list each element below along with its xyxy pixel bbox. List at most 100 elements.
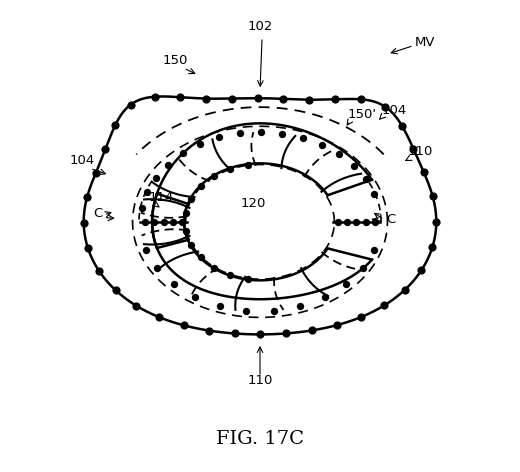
- Point: [352, 218, 360, 226]
- Point: [409, 145, 418, 152]
- Point: [236, 129, 244, 137]
- Point: [242, 307, 251, 315]
- Point: [170, 281, 178, 288]
- Point: [210, 264, 218, 271]
- Point: [196, 140, 204, 148]
- Point: [142, 188, 151, 196]
- Point: [278, 130, 287, 137]
- Point: [428, 193, 437, 200]
- Point: [160, 218, 168, 226]
- Point: [210, 172, 218, 180]
- Point: [141, 218, 149, 226]
- Point: [305, 96, 313, 103]
- Point: [428, 243, 437, 251]
- Point: [299, 134, 307, 142]
- Point: [334, 218, 342, 226]
- Point: [228, 95, 236, 102]
- Point: [253, 94, 262, 102]
- Text: MV: MV: [415, 35, 436, 49]
- Point: [269, 307, 278, 315]
- Point: [296, 303, 304, 310]
- Point: [92, 169, 100, 177]
- Point: [361, 176, 370, 183]
- Point: [111, 121, 120, 129]
- Point: [150, 218, 159, 226]
- Point: [205, 327, 213, 334]
- Point: [126, 101, 135, 109]
- Point: [83, 194, 91, 201]
- Point: [226, 271, 235, 279]
- Point: [197, 183, 205, 190]
- Point: [84, 244, 92, 252]
- Point: [331, 96, 339, 103]
- Point: [321, 294, 329, 301]
- Point: [256, 330, 265, 338]
- Point: [370, 246, 378, 253]
- Point: [181, 209, 190, 217]
- Point: [187, 241, 195, 249]
- Point: [333, 321, 341, 329]
- Point: [432, 218, 440, 226]
- Point: [343, 218, 352, 226]
- Text: 110: 110: [248, 374, 272, 387]
- Point: [132, 302, 140, 310]
- Text: 114: 114: [149, 192, 174, 204]
- Point: [400, 286, 409, 294]
- Text: 150: 150: [162, 54, 188, 67]
- Point: [357, 313, 366, 321]
- Point: [168, 218, 177, 226]
- Point: [202, 95, 210, 102]
- Point: [371, 218, 379, 226]
- Point: [153, 264, 162, 272]
- Point: [244, 275, 252, 283]
- Point: [137, 204, 146, 211]
- Point: [350, 162, 358, 170]
- Point: [342, 281, 350, 288]
- Text: C: C: [93, 207, 102, 220]
- Point: [398, 122, 406, 129]
- Point: [308, 327, 316, 334]
- Point: [197, 253, 205, 261]
- Point: [95, 267, 103, 275]
- Point: [80, 219, 88, 227]
- Point: [420, 169, 428, 176]
- Point: [358, 264, 367, 272]
- Point: [381, 103, 389, 110]
- Text: 104: 104: [381, 103, 406, 117]
- Point: [180, 321, 188, 329]
- Point: [150, 93, 159, 101]
- Point: [151, 174, 160, 182]
- Point: [155, 313, 164, 321]
- Point: [215, 134, 224, 141]
- Text: 102: 102: [248, 20, 272, 33]
- Text: FIG. 17C: FIG. 17C: [216, 430, 304, 447]
- Point: [282, 329, 290, 337]
- Text: 110: 110: [408, 145, 433, 158]
- Point: [380, 302, 388, 309]
- Point: [112, 287, 120, 294]
- Point: [370, 190, 378, 198]
- Point: [257, 128, 265, 136]
- Point: [244, 161, 252, 169]
- Point: [279, 95, 288, 102]
- Point: [163, 161, 172, 169]
- Text: 104: 104: [70, 154, 95, 167]
- Point: [191, 294, 199, 301]
- Point: [187, 195, 195, 202]
- Point: [176, 93, 185, 101]
- Text: C: C: [386, 213, 396, 226]
- Point: [361, 218, 370, 226]
- Text: 120: 120: [241, 197, 266, 210]
- Point: [226, 165, 235, 172]
- Point: [318, 141, 326, 149]
- Point: [417, 267, 425, 274]
- Point: [335, 151, 343, 158]
- Point: [178, 218, 186, 226]
- Point: [216, 303, 224, 310]
- Point: [178, 150, 187, 157]
- Point: [181, 227, 190, 235]
- Point: [101, 145, 110, 153]
- Point: [356, 95, 365, 103]
- Text: 150': 150': [347, 108, 376, 121]
- Point: [142, 246, 150, 253]
